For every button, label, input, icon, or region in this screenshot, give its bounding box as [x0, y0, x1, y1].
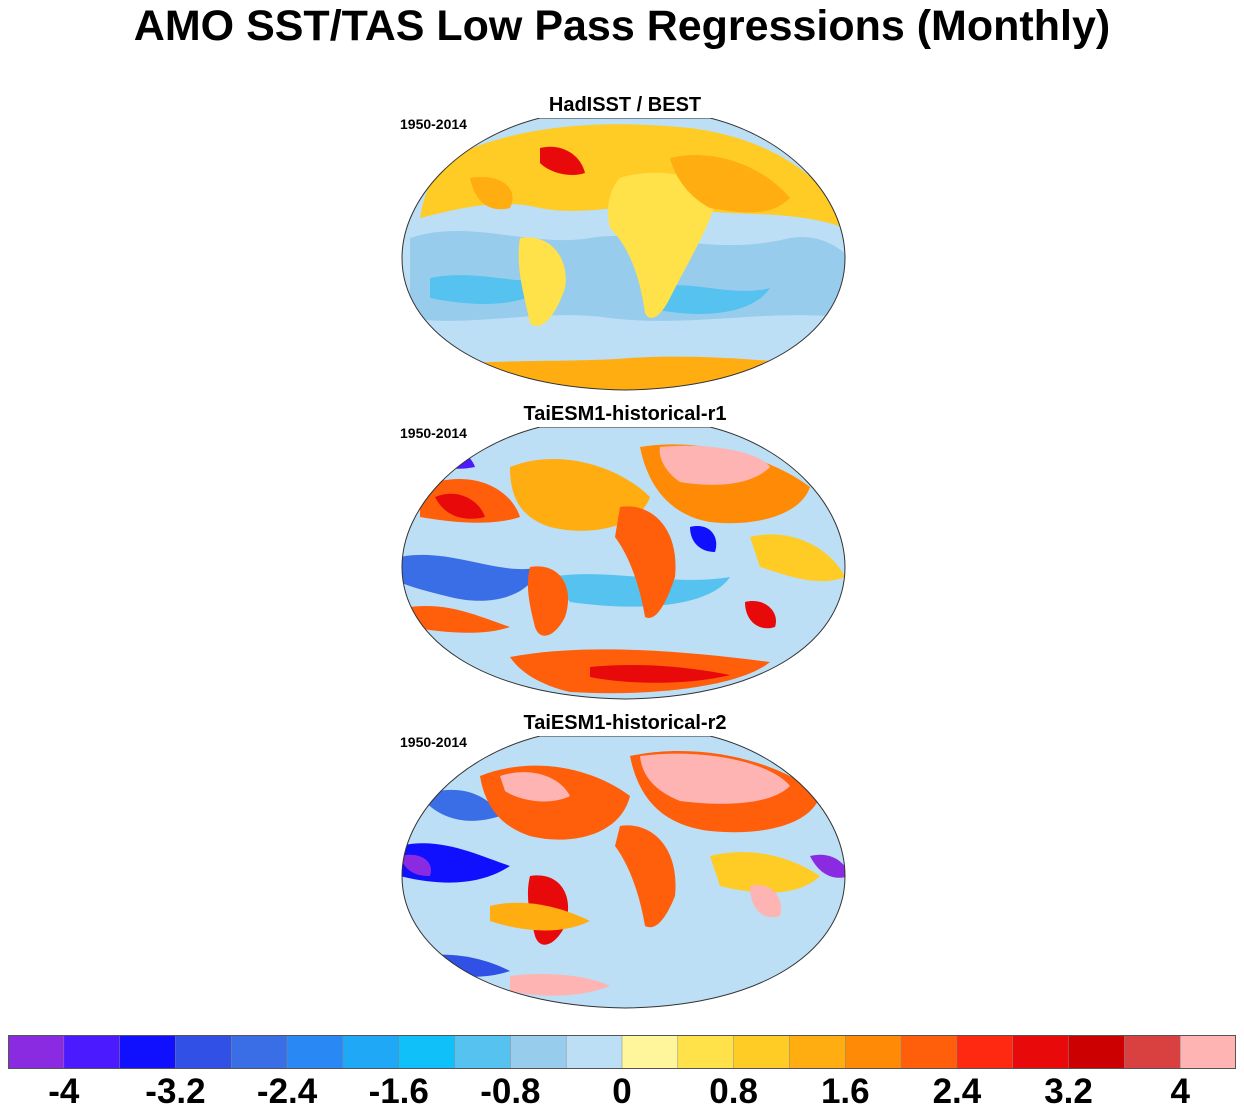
- colorbar-swatch: [900, 1035, 958, 1069]
- colorbar-tick-label: 0: [612, 1072, 632, 1111]
- colorbar-swatch: [398, 1035, 456, 1069]
- colorbar-swatch: [8, 1035, 65, 1069]
- colorbar-swatch: [1012, 1035, 1070, 1069]
- colorbar: [8, 1035, 1236, 1069]
- colorbar-swatch: [342, 1035, 400, 1069]
- colorbar-swatch: [175, 1035, 233, 1069]
- panel-period: 1950-2014: [400, 116, 467, 132]
- panel-title: HadISST / BEST: [548, 94, 702, 116]
- regression-map: [401, 118, 846, 391]
- colorbar-swatch: [733, 1035, 791, 1069]
- page-title: AMO SST/TAS Low Pass Regressions (Monthl…: [133, 2, 1111, 50]
- colorbar-swatch: [510, 1035, 567, 1069]
- regression-map: [401, 427, 846, 700]
- colorbar-swatch: [565, 1035, 623, 1069]
- colorbar-tick-label: -0.8: [480, 1072, 541, 1111]
- colorbar-swatch: [621, 1035, 679, 1069]
- colorbar-tick-label: -2.4: [256, 1072, 318, 1111]
- map-panel-hadisst: HadISST / BEST 1950-2014: [390, 94, 860, 394]
- colorbar-swatch: [1179, 1035, 1236, 1069]
- colorbar-tick-label: -3.2: [145, 1072, 206, 1111]
- colorbar-tick-label: 4: [1170, 1072, 1190, 1111]
- colorbar-swatch: [956, 1035, 1014, 1069]
- colorbar-labels: -4 -3.2 -2.4 -1.6 -0.8 0 0.8 1.6 2.4 3.2 4: [0, 1072, 1244, 1117]
- panel-title: TaiESM1-historical-r1: [523, 403, 727, 425]
- colorbar-swatch: [286, 1035, 344, 1069]
- panel-period: 1950-2014: [400, 425, 467, 441]
- colorbar-swatch: [231, 1035, 288, 1069]
- colorbar-swatch: [63, 1035, 121, 1069]
- colorbar-tick-label: 3.2: [1044, 1072, 1093, 1111]
- colorbar-swatch: [1124, 1035, 1181, 1069]
- colorbar-tick-label: -1.6: [368, 1072, 429, 1111]
- colorbar-swatch: [789, 1035, 847, 1069]
- colorbar-swatch: [677, 1035, 735, 1069]
- colorbar-tick-label: 1.6: [820, 1072, 870, 1111]
- panel-title: TaiESM1-historical-r2: [523, 712, 727, 734]
- colorbar-swatch: [119, 1035, 177, 1069]
- colorbar-tick-label: 2.4: [932, 1072, 982, 1111]
- colorbar-outline: [8, 1035, 1236, 1069]
- colorbar-swatch: [454, 1035, 512, 1069]
- colorbar-tick-label: -4: [48, 1072, 80, 1111]
- regression-map: [401, 736, 846, 1009]
- colorbar-tick-label: 0.8: [709, 1072, 758, 1111]
- colorbar-swatch: [1068, 1035, 1126, 1069]
- panel-period: 1950-2014: [400, 734, 467, 750]
- map-panel-taiesm1-r1: TaiESM1-historical-r1 1950-2014: [390, 403, 860, 703]
- map-panel-taiesm1-r2: TaiESM1-historical-r2 1950-2014: [390, 712, 860, 1012]
- colorbar-swatch: [845, 1035, 902, 1069]
